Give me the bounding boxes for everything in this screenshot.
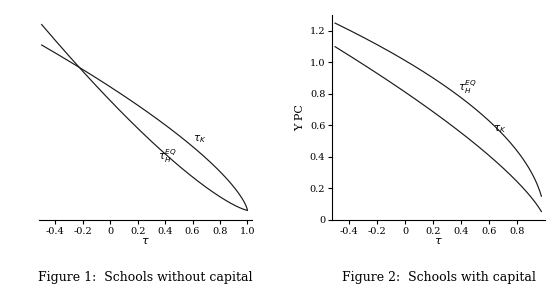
Text: $\tau_K$: $\tau_K$ xyxy=(493,123,507,135)
Text: $\tau_H^{EQ}$: $\tau_H^{EQ}$ xyxy=(458,78,477,96)
Text: $\tau_H^{EQ}$: $\tau_H^{EQ}$ xyxy=(158,148,177,165)
Text: Figure 1:  Schools without capital: Figure 1: Schools without capital xyxy=(38,271,252,284)
Y-axis label: Y PC: Y PC xyxy=(296,104,306,131)
X-axis label: $\tau$: $\tau$ xyxy=(141,235,150,246)
X-axis label: $\tau$: $\tau$ xyxy=(434,235,443,246)
Text: $\tau_K$: $\tau_K$ xyxy=(192,133,206,145)
Text: Figure 2:  Schools with capital: Figure 2: Schools with capital xyxy=(341,271,535,284)
